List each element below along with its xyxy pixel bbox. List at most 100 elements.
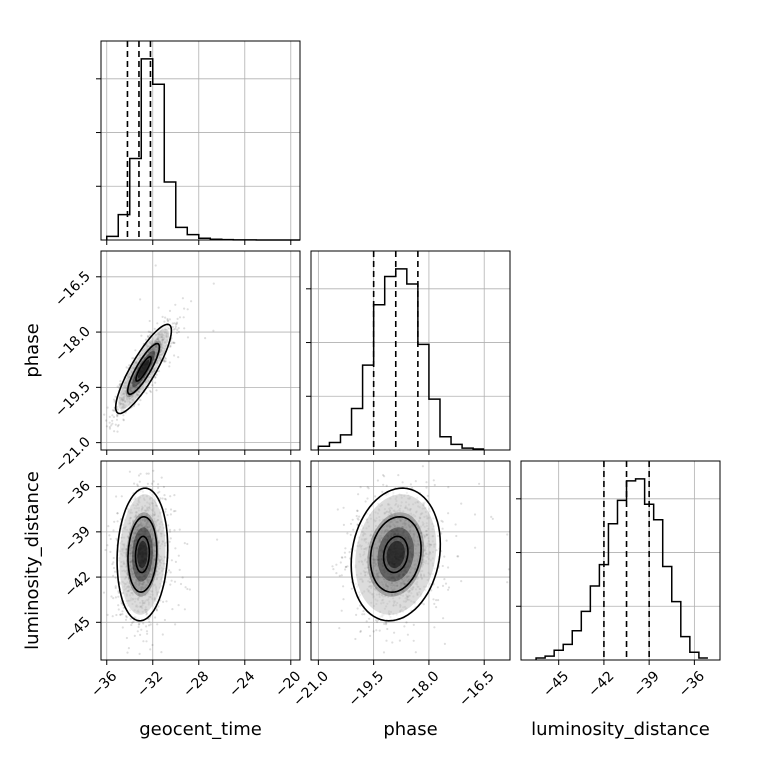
sample-point — [369, 634, 372, 638]
sample-point — [171, 341, 175, 344]
sample-point — [169, 345, 172, 348]
sample-point — [174, 303, 177, 306]
sample-point — [111, 414, 114, 417]
sample-point — [359, 630, 362, 634]
axes-frame-geocent_time — [100, 40, 301, 241]
sample-point — [125, 615, 128, 618]
sample-point — [447, 486, 450, 489]
sample-point — [115, 495, 118, 498]
sample-point — [121, 626, 124, 629]
sample-point — [351, 518, 354, 521]
sample-point — [156, 491, 159, 494]
x-axis-label-luminosity_distance: luminosity_distance — [531, 719, 710, 740]
sample-point — [376, 479, 379, 482]
sample-point — [168, 318, 171, 321]
sample-point — [146, 334, 149, 338]
sample-point — [366, 486, 369, 489]
sample-point — [443, 555, 446, 558]
sample-point — [117, 590, 120, 593]
sample-point — [119, 382, 122, 386]
sample-point — [114, 395, 117, 398]
sample-point — [177, 330, 180, 333]
axes-frame — [100, 460, 301, 661]
ytick-label-phase: −18.0 — [52, 324, 94, 366]
sample-point — [425, 486, 428, 489]
sample-point — [112, 566, 116, 570]
sample-point — [170, 579, 173, 582]
sample-point — [145, 630, 149, 633]
sample-point — [131, 621, 134, 625]
sample-point — [166, 317, 169, 321]
sample-point — [110, 595, 113, 598]
sample-point — [112, 561, 115, 564]
sample-point — [147, 624, 151, 627]
sample-point — [188, 588, 191, 591]
sample-point — [361, 613, 364, 616]
sample-point — [117, 604, 120, 607]
sample-point — [133, 634, 136, 638]
sample-point — [344, 565, 347, 569]
sample-point — [163, 494, 166, 497]
sample-point — [176, 328, 179, 331]
sample-point — [182, 316, 185, 319]
histogram-step-luminosity_distance — [535, 478, 708, 660]
sample-point — [157, 486, 160, 489]
sample-point — [108, 427, 112, 430]
sample-point — [117, 591, 120, 594]
sample-point — [212, 282, 215, 285]
sample-point — [116, 512, 119, 515]
sample-point — [186, 587, 189, 591]
sample-point — [165, 600, 168, 603]
sample-point — [119, 613, 122, 616]
sample-point — [148, 319, 151, 323]
sample-point — [374, 619, 378, 622]
sample-point — [174, 327, 177, 330]
sample-point — [160, 651, 163, 654]
sample-point — [364, 500, 367, 503]
sample-point — [114, 576, 117, 579]
xtick-label-phase: −18.0 — [401, 668, 443, 710]
sample-point — [145, 472, 148, 475]
ytick-label-phase: −21.0 — [52, 434, 94, 476]
sample-point — [440, 532, 443, 535]
sample-point — [139, 298, 142, 301]
sample-point — [426, 494, 429, 497]
sample-point — [174, 325, 177, 328]
sample-point — [441, 564, 444, 568]
xtick-label-phase: −16.5 — [456, 668, 498, 710]
sample-point — [183, 307, 186, 310]
sample-point — [411, 487, 414, 490]
sample-point — [154, 381, 157, 384]
sample-point — [345, 565, 348, 569]
scatter-panel-geocent_time-luminosity_distance — [96, 460, 301, 665]
sample-point — [155, 373, 158, 376]
sample-point — [174, 509, 177, 513]
sample-point — [506, 533, 509, 536]
sample-point — [116, 414, 119, 417]
sample-point — [137, 623, 140, 626]
sample-point — [435, 606, 438, 609]
axes-frame-phase — [310, 250, 511, 451]
xtick-label-geocent_time: −36 — [88, 668, 120, 700]
sample-point — [116, 385, 119, 388]
sample-point — [168, 540, 171, 543]
y-axis-label-phase: phase — [22, 323, 43, 377]
sample-point — [433, 626, 436, 629]
sample-point — [133, 482, 136, 485]
sample-point — [112, 574, 115, 577]
sample-point — [175, 321, 179, 324]
scatter-panel-geocent_time-phase — [96, 250, 301, 455]
sample-point — [385, 639, 388, 642]
sample-point — [393, 631, 396, 634]
sample-point — [168, 528, 172, 531]
sample-point — [168, 365, 171, 368]
sample-point — [113, 430, 116, 433]
sample-point — [432, 598, 435, 601]
sample-point — [444, 582, 448, 585]
sample-point — [359, 604, 362, 607]
sample-point — [177, 356, 180, 359]
sample-point — [357, 493, 360, 496]
sample-point — [164, 357, 167, 360]
sample-point — [474, 546, 477, 549]
